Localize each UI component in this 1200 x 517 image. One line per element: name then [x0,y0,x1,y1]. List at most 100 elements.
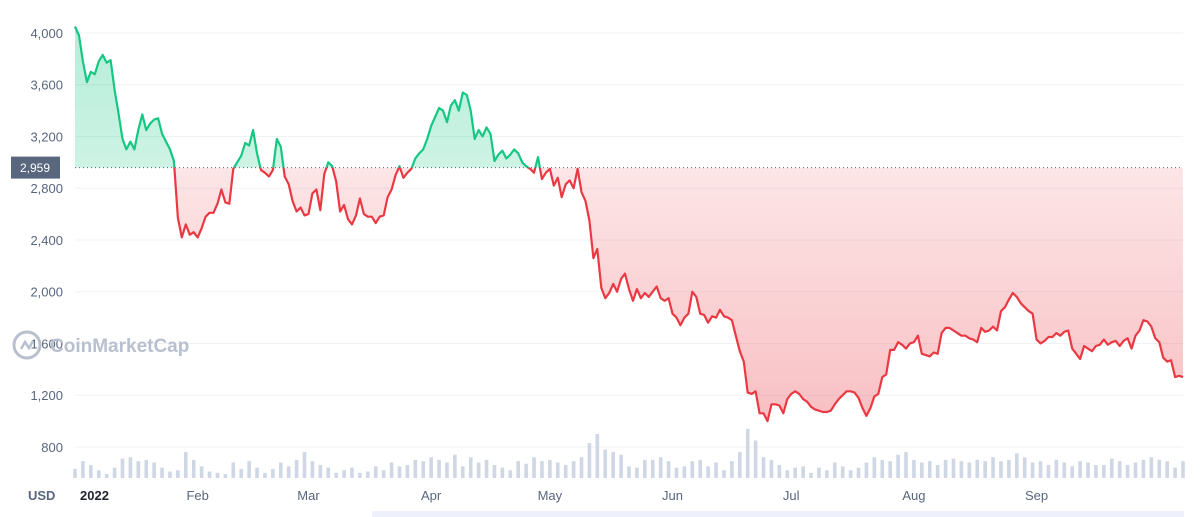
volume-bar [247,461,251,478]
volume-bar [1133,462,1138,478]
volume-bar [730,461,734,478]
volume-bar [563,465,568,478]
volume-bar [453,454,457,478]
reference-price-badge [11,156,60,179]
volume-bar [1046,465,1051,478]
reference-price-label: 2,959 [11,156,60,179]
volume-bar [761,457,766,478]
x-axis-ticks: 2022 Feb Mar Apr May Jun Jul Aug Sep [80,488,1048,503]
volume-bar [904,452,908,478]
volume-bar [168,471,172,478]
volume-bar [991,457,995,478]
volume-bar [1109,458,1114,478]
volume-bar [983,461,987,478]
x-tick-label: 2022 [80,488,109,503]
volume-bar [571,461,576,478]
volume-bar [397,466,402,478]
x-tick-label: May [538,488,563,503]
volume-bar [959,461,964,478]
volume-bar [184,452,188,478]
volume-bar [650,459,655,478]
volume-bar [294,459,299,478]
volume-bar [627,466,631,478]
volume-bar [389,462,394,478]
volume-bar [540,461,544,478]
volume-bar [334,472,338,478]
volume-bar [738,452,742,478]
volume-bar [73,468,77,478]
volume-bar [263,472,267,478]
currency-label: USD [28,488,55,503]
volume-bar [658,457,663,478]
x-tick-label: Aug [902,488,925,503]
y-tick-label: 4,000 [30,26,63,41]
volume-bar [793,467,797,478]
volume-bar [476,462,481,478]
reference-price-value: 2,959 [20,161,50,175]
volume-bar [366,471,370,478]
volume-bar [690,461,695,478]
volume-bar [215,472,220,478]
y-tick-label: 3,600 [30,78,63,93]
volume-bar [96,470,101,478]
volume-bar [809,472,813,478]
range-slider-track[interactable] [372,511,1184,517]
volume-bar [524,463,528,478]
volume-bar [785,470,790,478]
volume-bar [1062,462,1067,478]
volume-bar [176,470,180,478]
volume-bar [271,468,275,478]
volume-bar [239,468,243,478]
volume-bar [492,465,497,478]
volume-bar [381,470,386,478]
volume-bar [1078,461,1082,478]
volume-bar [286,466,291,478]
volume-bar [848,470,853,478]
volume-bar [698,459,703,478]
volume-bar [714,462,718,478]
volume-bar [421,461,426,478]
volume-bar [611,452,615,478]
volume-bar [967,462,972,478]
watermark: CoinMarketCap [12,330,189,360]
volume-bars [73,428,1185,478]
volume-bar [745,428,750,478]
x-tick-label: Jul [783,488,800,503]
volume-bar [81,461,85,478]
x-tick-label: Sep [1025,488,1048,503]
volume-bar [769,459,774,478]
volume-bar [888,461,892,478]
volume-bar [666,461,671,478]
volume-bar [864,462,869,478]
volume-bar [1173,467,1177,478]
volume-bar [310,461,315,478]
volume-bar [1181,461,1185,478]
volume-bar [223,474,228,478]
area-below-reference [174,167,1183,422]
volume-bar [872,457,877,478]
price-line-up-segment [73,26,541,168]
volume-bar [943,459,948,478]
volume-bar [302,452,307,478]
volume-bar [144,459,149,478]
y-tick-label: 3,200 [30,129,63,144]
volume-bar [999,461,1003,478]
volume-bar [975,459,980,478]
volume-bar [500,467,505,478]
volume-bar [413,459,418,478]
volume-bar [555,462,560,478]
volume-bar [231,462,236,478]
y-tick-label: 2,000 [30,285,63,300]
volume-bar [896,454,900,478]
volume-bar [674,467,679,478]
volume-bar [136,461,141,478]
volume-bar [587,443,592,478]
volume-bar [358,472,362,478]
volume-bar [619,454,623,478]
volume-bar [1038,461,1043,478]
volume-bar [753,440,758,478]
volume-bar [160,467,164,478]
volume-bar [484,459,489,478]
volume-bar [682,466,687,478]
